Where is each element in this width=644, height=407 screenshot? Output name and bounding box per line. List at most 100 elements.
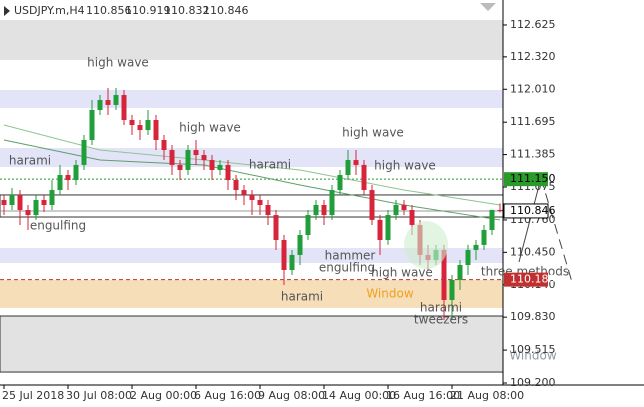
- x-tick-label: 25 Jul 2018: [2, 389, 64, 402]
- candle-body: [137, 125, 143, 131]
- x-tick-label: 14 Aug 00:00: [322, 389, 396, 402]
- candle-body: [369, 190, 375, 220]
- candle-body: [129, 120, 135, 126]
- candle-body: [81, 139, 87, 165]
- candle-body: [65, 174, 71, 181]
- candle-body: [273, 215, 279, 241]
- annotation: high wave: [371, 266, 433, 280]
- candle-body: [113, 95, 119, 105]
- y-tick-label: 109.830: [510, 310, 556, 323]
- candle-body: [313, 204, 319, 216]
- annotation: high wave: [87, 56, 149, 70]
- annotation: engulfing: [30, 219, 86, 233]
- zone: [0, 279, 503, 308]
- ohlc-value: 110.832: [164, 4, 210, 17]
- candle-body: [241, 190, 247, 195]
- y-tick-label: 112.010: [510, 82, 556, 95]
- candle-body: [353, 160, 359, 165]
- x-tick-label: 16 Aug 16:00: [386, 389, 460, 402]
- projection-line: [518, 177, 542, 263]
- candle-body: [209, 160, 215, 170]
- level-label-box: [504, 272, 548, 287]
- candle-body: [345, 160, 351, 175]
- annotation: harami: [249, 158, 291, 172]
- zone: [0, 247, 503, 264]
- candle-body: [249, 194, 255, 200]
- candle-body: [281, 240, 287, 271]
- zone-label: Window: [366, 286, 414, 300]
- candle-body: [489, 209, 495, 230]
- annotation: engulfing: [319, 261, 375, 275]
- candle-body: [409, 210, 415, 225]
- icon: [4, 6, 10, 16]
- candle-body: [177, 164, 183, 170]
- candle-body: [441, 249, 447, 301]
- projection-line: [540, 177, 573, 283]
- candle-body: [497, 209, 503, 211]
- level-label-box: [503, 203, 549, 219]
- candle-body: [217, 164, 223, 170]
- level-label-box: [504, 172, 548, 187]
- candle-body: [105, 100, 111, 105]
- candle-body: [153, 120, 159, 140]
- plot-area: Window: [0, 19, 504, 373]
- candle-body: [185, 150, 191, 170]
- candle-body: [17, 194, 23, 211]
- candle-body: [337, 174, 343, 191]
- ohlc-value: 110.856: [86, 4, 132, 17]
- ohlc-value: 110.919: [125, 4, 171, 17]
- candle-body: [385, 215, 391, 241]
- candle-body: [265, 204, 271, 216]
- candle-body: [329, 190, 335, 216]
- candle-body: [297, 234, 303, 255]
- zone: [0, 90, 503, 108]
- level-label: 110.846: [510, 204, 556, 217]
- x-tick-label: 30 Jul 08:00: [66, 389, 132, 402]
- candle-body: [89, 109, 95, 140]
- candle-body: [1, 199, 7, 205]
- candle-body: [225, 164, 231, 181]
- candle-body: [169, 150, 175, 165]
- level-label: 110.189: [510, 273, 556, 286]
- candle-body: [161, 139, 167, 151]
- zone: [0, 315, 504, 373]
- y-tick-label: 111.695: [510, 115, 556, 128]
- candle-body: [449, 279, 455, 301]
- candle-body: [25, 210, 31, 216]
- candle-body: [97, 100, 103, 110]
- zone: [0, 19, 503, 61]
- candle-body: [465, 249, 471, 265]
- candle-body: [57, 174, 63, 191]
- x-tick-label: 6 Aug 16:00: [194, 389, 261, 402]
- y-tick-label: 110.450: [510, 245, 556, 258]
- annotation: harami: [420, 301, 462, 315]
- candle-body: [145, 120, 151, 131]
- level-label: 111.150: [510, 172, 556, 185]
- candle-body: [289, 254, 295, 271]
- candle-body: [393, 204, 399, 216]
- highlight: [404, 221, 448, 269]
- annotation: harami: [281, 290, 323, 304]
- candle-body: [377, 219, 383, 241]
- candle-body: [473, 244, 479, 250]
- candle-body: [321, 204, 327, 216]
- candle-body: [33, 199, 39, 216]
- icon: [480, 3, 496, 11]
- annotation: Window: [509, 349, 557, 363]
- annotation: high wave: [374, 159, 436, 173]
- candle-body: [201, 155, 207, 161]
- annotation: high wave: [342, 126, 404, 140]
- annotation: harami: [9, 154, 51, 168]
- candle-body: [305, 215, 311, 235]
- candle-body: [361, 164, 367, 191]
- candle-body: [401, 204, 407, 211]
- candle-body: [257, 199, 263, 205]
- ohlc-value: 110.846: [203, 4, 249, 17]
- candle-body: [481, 229, 487, 245]
- y-tick-label: 111.385: [510, 148, 556, 161]
- y-tick-label: 112.625: [510, 18, 556, 31]
- x-tick-label: 9 Aug 08:00: [258, 389, 325, 402]
- candle-body: [73, 164, 79, 181]
- candle-body: [457, 264, 463, 280]
